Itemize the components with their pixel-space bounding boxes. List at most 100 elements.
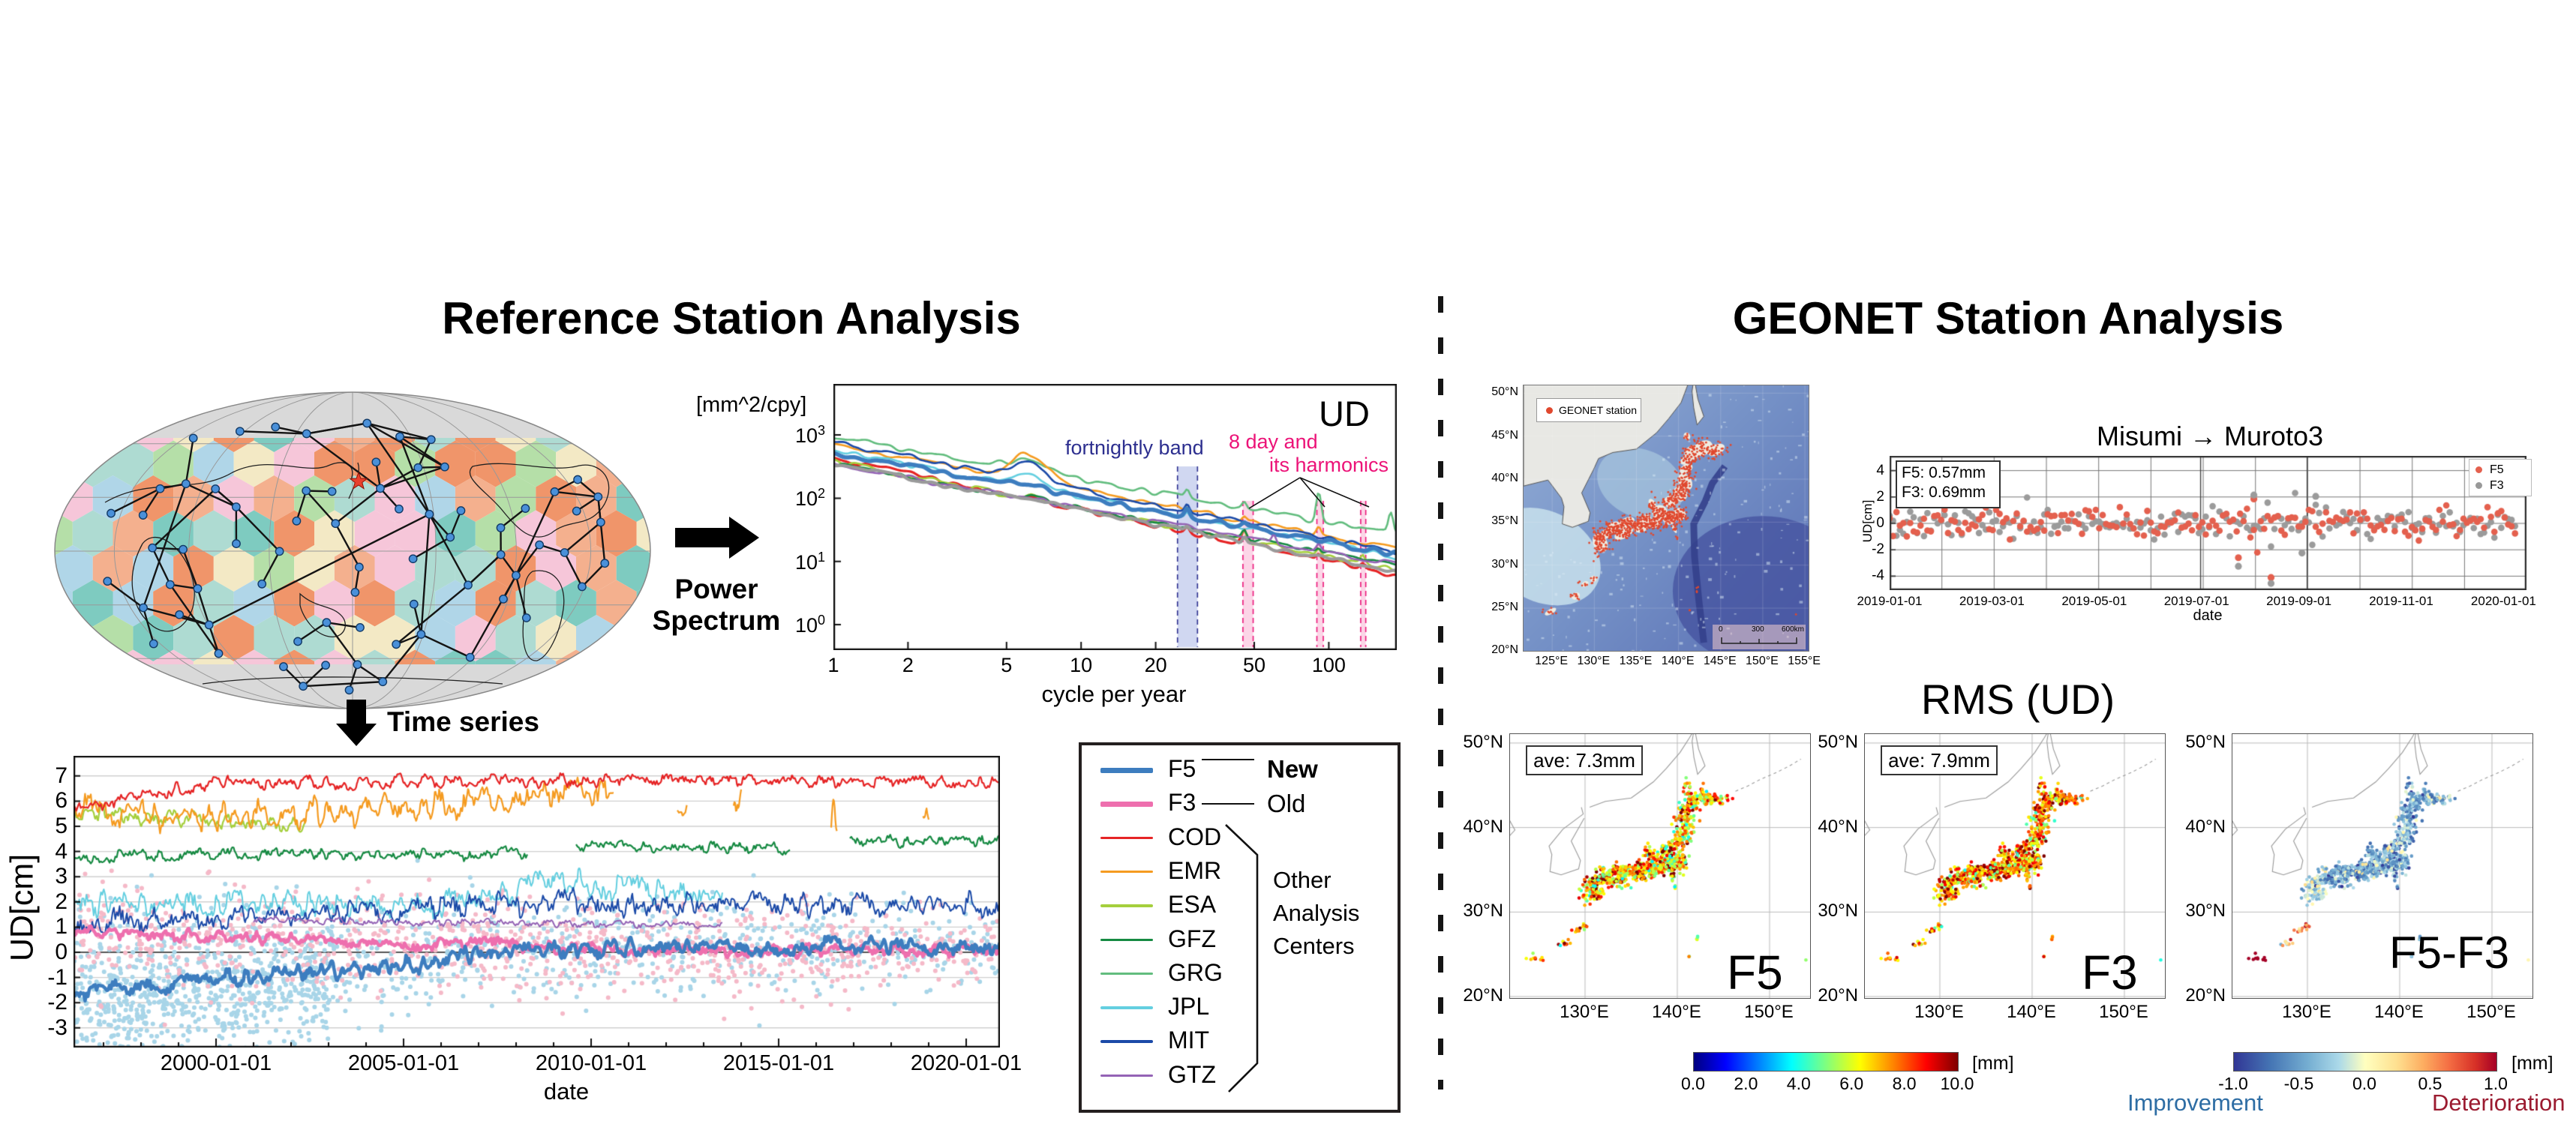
spectrum-xtick-label: 1 — [827, 654, 839, 676]
misumi-xtick-label: 2019-05-01 — [2061, 594, 2127, 608]
right-section-title: GEONET Station Analysis — [1732, 293, 2284, 343]
rms-map-corner-label-f5: F5 — [1727, 946, 1783, 1000]
rms-map-canvas-f5-f3 — [2232, 733, 2533, 999]
power-spectrum-canvas — [833, 384, 1397, 650]
legend-line-swatch — [1100, 802, 1153, 808]
timeseries-ytick-label: 0 — [55, 940, 68, 964]
power-spectrum-arrow-head-icon — [729, 517, 759, 559]
misumi-ytick-label: -2 — [1872, 541, 1884, 558]
timeseries-ytick-label: 7 — [55, 763, 68, 788]
timeseries-xtick-label: 2005-01-01 — [347, 1051, 460, 1075]
rms-title: RMS (UD) — [1920, 676, 2115, 723]
section-divider — [1438, 296, 1443, 1090]
legend-group-label: Other Analysis Centers — [1273, 864, 1359, 963]
misumi-legend-item-f3: F3 — [2475, 478, 2531, 493]
geonet-station-legend-label: GEONET station — [1559, 404, 1638, 416]
rms-map-lat-tick: 20°N — [1818, 985, 1858, 1006]
rms-ave-box-f3: ave: 7.9mm — [1881, 745, 1998, 775]
legend-group-label-line: Analysis — [1273, 900, 1360, 926]
rms-abs-colorbar-tick: 2.0 — [1734, 1074, 1758, 1093]
rms-map-lon-tick: 140°E — [2374, 1002, 2424, 1022]
legend-item-label: GFZ — [1168, 925, 1216, 952]
fortnightly-band-annotation: fortnightly band — [1065, 436, 1204, 459]
spectrum-unit-label: [mm^2/cpy] — [696, 393, 807, 417]
power-spectrum-arrow-icon — [675, 528, 729, 547]
left-section-title: Reference Station Analysis — [442, 293, 1021, 343]
legend-line-swatch — [1100, 836, 1153, 840]
timeseries-ytick-label: -2 — [47, 990, 68, 1015]
legend-line-swatch — [1100, 1074, 1153, 1078]
geonet-station-map-canvas — [1523, 385, 1809, 652]
spectrum-xtick-label: 2 — [902, 654, 914, 676]
geonet-map-lon-tick: 145°E — [1703, 655, 1737, 667]
legend-new-label: New — [1267, 755, 1318, 783]
legend-new-connector — [1202, 759, 1254, 760]
legend-line-swatch — [1100, 1006, 1153, 1009]
eight-day-annotation-line1: 8 day and — [1229, 430, 1318, 453]
spectrum-ytick-label: 101 — [794, 549, 825, 574]
rms-abs-colorbar-tick: 6.0 — [1839, 1074, 1864, 1093]
rms-map-canvas-f3 — [1864, 733, 2166, 999]
timeseries-xtick-label: 2000-01-01 — [160, 1051, 272, 1075]
rms-diff-colorbar-tick: -1.0 — [2218, 1074, 2248, 1093]
misumi-xlabel: date — [2193, 607, 2223, 624]
geonet-map-legend: GEONET station — [1536, 398, 1641, 422]
geonet-map-lat-tick: 40°N — [1491, 472, 1518, 485]
rms-map-lon-tick: 130°E — [2282, 1002, 2331, 1022]
misumi-xtick-label: 2019-01-01 — [1857, 594, 1923, 608]
rms-abs-colorbar-unit: [mm] — [1972, 1053, 2014, 1074]
rms-diff-colorbar-unit: [mm] — [2511, 1053, 2553, 1074]
series-legend-box: F5 F3 COD EMR ESA GFZ GRG JPL MIT GTZ New Old Oth… — [1079, 742, 1401, 1113]
rms-diff-colorbar-tick: -0.5 — [2283, 1074, 2314, 1093]
rms-map-lat-tick: 50°N — [1818, 731, 1858, 752]
rms-map-lon-tick: 130°E — [1914, 1002, 1964, 1022]
rms-abs-colorbar-tick: 8.0 — [1892, 1074, 1917, 1093]
timeseries-ytick-label: 5 — [55, 814, 68, 838]
rms-abs-colorbar-tick: 10.0 — [1940, 1074, 1974, 1093]
misumi-ytick-label: 2 — [1876, 488, 1884, 505]
geonet-map-lon-tick: 130°E — [1577, 655, 1611, 667]
geonet-map-lat-tick: 25°N — [1491, 601, 1518, 614]
misumi-stat-line: F3: 0.69mm — [1902, 484, 1986, 501]
rms-diff-colorbar — [2233, 1052, 2497, 1072]
rms-map-lat-tick: 40°N — [1463, 816, 1503, 837]
legend-item-label: EMR — [1168, 856, 1222, 884]
legend-line-swatch — [1100, 768, 1153, 773]
geonet-map-lat-tick: 20°N — [1491, 643, 1518, 657]
misumi-ytick-label: 4 — [1876, 462, 1884, 478]
deterioration-label: Deterioration — [2432, 1090, 2565, 1116]
legend-line-swatch — [1100, 972, 1153, 976]
rms-abs-colorbar-tick: 4.0 — [1786, 1074, 1811, 1093]
legend-item-label: GTZ — [1168, 1060, 1216, 1088]
eight-day-annotation-line2: its harmonics — [1269, 454, 1389, 476]
rms-map-lat-tick: 30°N — [1463, 901, 1503, 922]
rms-abs-colorbar-tick: 0.0 — [1681, 1074, 1705, 1093]
legend-item-label: MIT — [1168, 1027, 1210, 1054]
rms-diff-colorbar-tick: 1.0 — [2484, 1074, 2508, 1093]
scalebar-label: 600km — [1782, 625, 1805, 634]
spectrum-xtick-label: 20 — [1144, 654, 1167, 676]
geonet-map-lon-tick: 155°E — [1788, 655, 1821, 667]
geonet-map-lon-tick: 140°E — [1661, 655, 1695, 667]
legend-item-label: ESA — [1168, 891, 1217, 919]
misumi-title: Misumi → Muroto3 — [2096, 421, 2324, 451]
spectrum-ytick-label: 103 — [794, 423, 825, 448]
rms-diff-colorbar-tick: 0.0 — [2352, 1074, 2376, 1093]
misumi-xtick-label: 2019-07-01 — [2163, 594, 2229, 608]
geonet-map-lon-tick: 135°E — [1619, 655, 1653, 667]
geonet-station-dot-icon — [1546, 406, 1553, 414]
legend-group-label-line: Other — [1273, 867, 1332, 893]
legend-item-label: GRG — [1168, 958, 1223, 986]
rms-map-lat-tick: 20°N — [1463, 985, 1503, 1006]
misumi-xtick-label: 2019-09-01 — [2266, 594, 2332, 608]
spectrum-xtick-label: 10 — [1070, 654, 1093, 676]
rms-map-corner-label-f5-f3: F5-F3 — [2389, 928, 2510, 978]
reference-timeseries-canvas — [74, 756, 1000, 1048]
geonet-map-lon-tick: 125°E — [1535, 655, 1569, 667]
rms-map-lon-tick: 140°E — [2007, 1002, 2056, 1022]
legend-group-label-line: Centers — [1273, 933, 1355, 959]
misumi-legend-item-f5: F5 — [2475, 462, 2531, 478]
spectrum-xtick-label: 100 — [1311, 654, 1346, 676]
spectrum-xtick-label: 5 — [1001, 654, 1013, 676]
spectrum-component-label: UD — [1319, 394, 1370, 433]
